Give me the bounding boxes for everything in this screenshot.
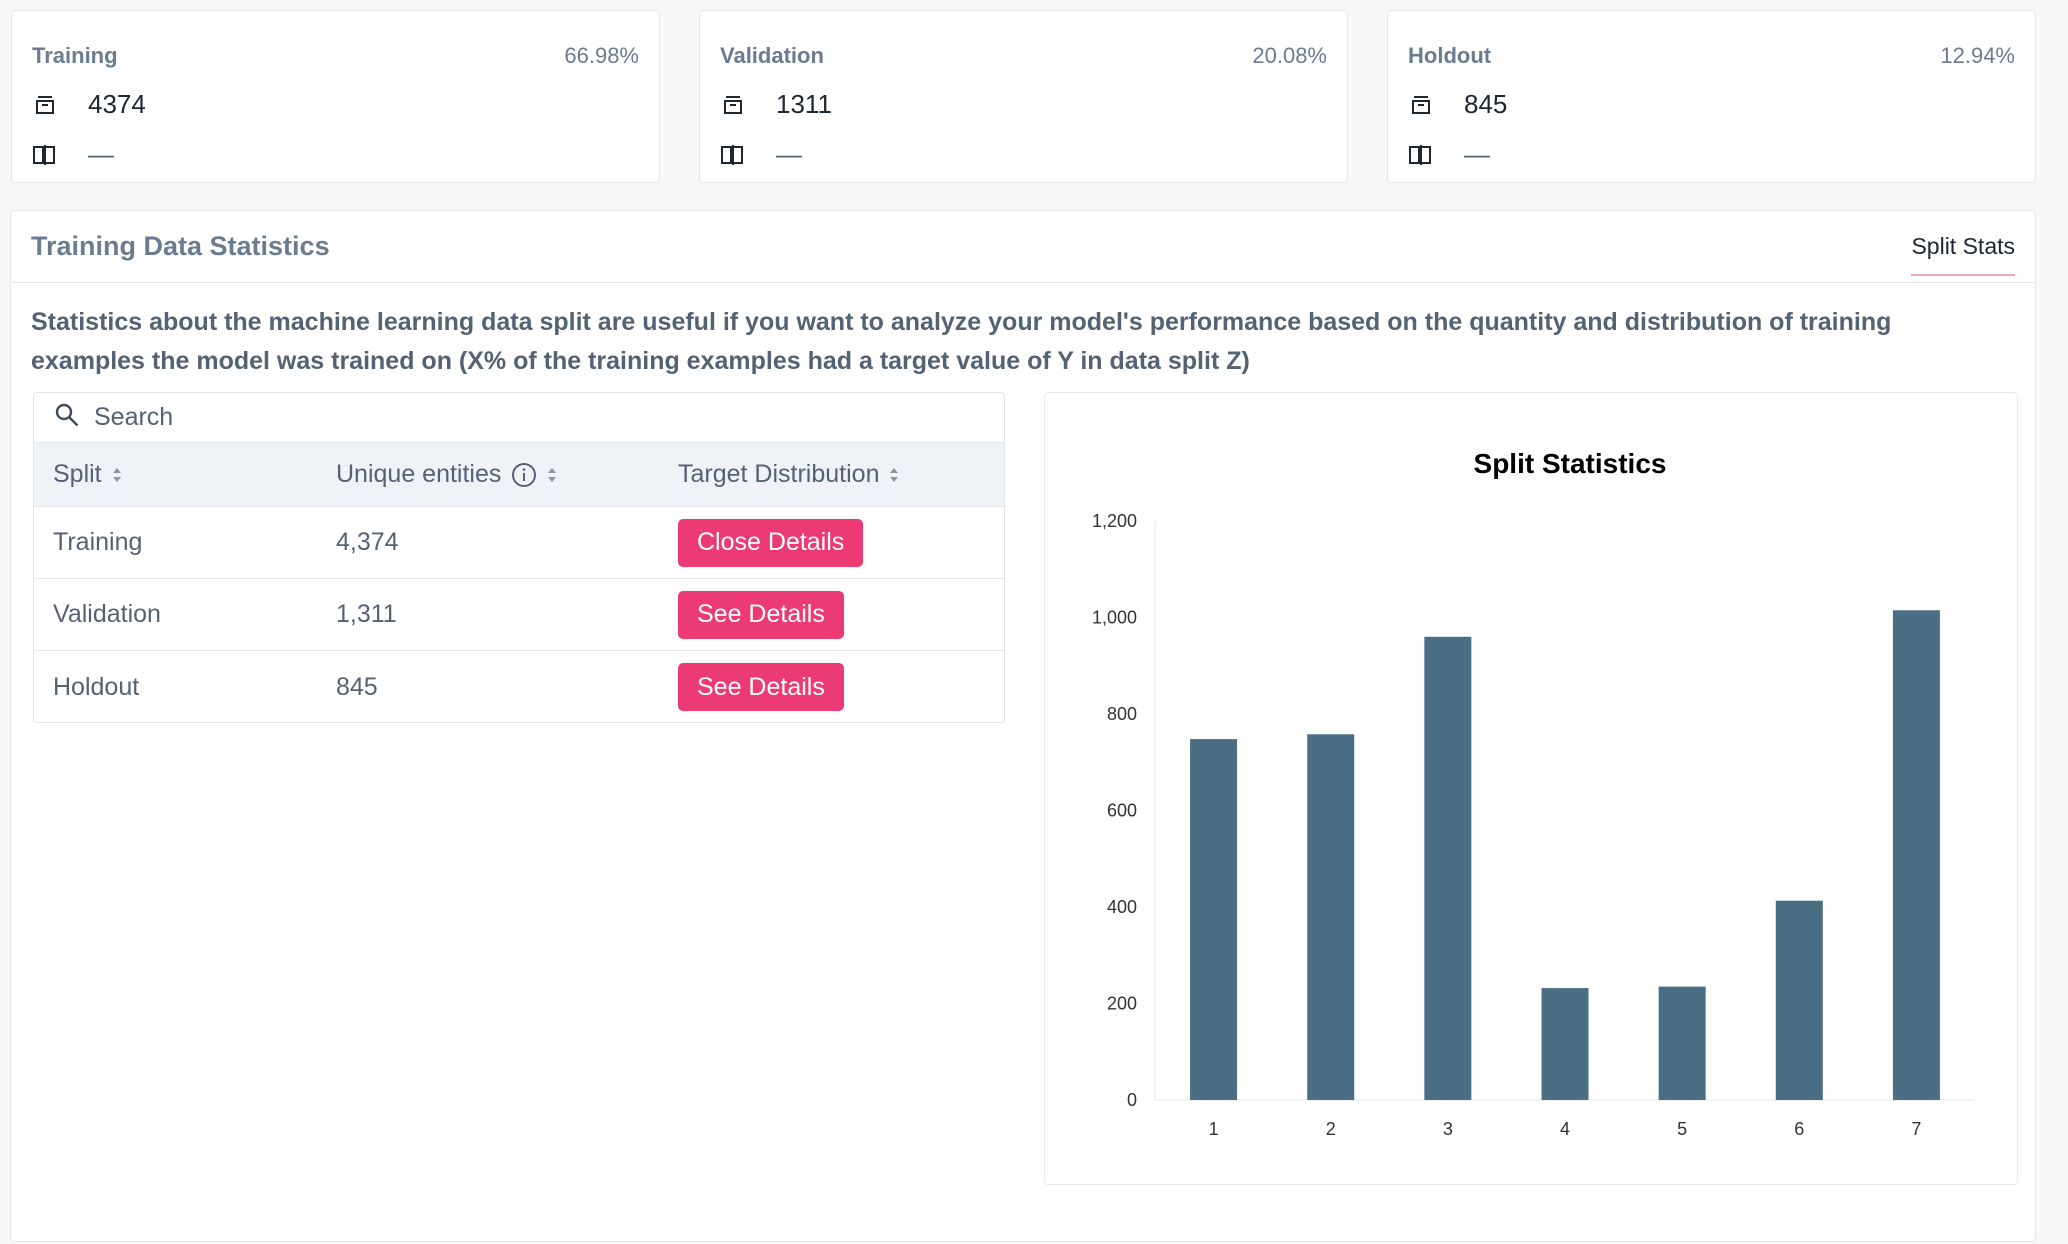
panel-description: Statistics about the machine learning da… bbox=[31, 308, 1892, 375]
split-card-count: 845 bbox=[1464, 89, 1508, 119]
sort-icon[interactable] bbox=[547, 466, 557, 484]
split-statistics-chart: Split Statistics 0 200 400 600 800 1,000 1,200 1… bbox=[1092, 448, 1975, 1139]
y-tick-label: 1,200 bbox=[1092, 511, 1137, 531]
sort-icon[interactable] bbox=[112, 466, 122, 484]
bar bbox=[1658, 986, 1706, 1100]
split-statistics-chart-panel: Split Statistics 0 200 400 600 800 1,000 1,200 1… bbox=[1044, 392, 2018, 1185]
search-bar bbox=[34, 393, 1004, 443]
training-data-statistics-panel: Training Data Statistics Split Stats Sta… bbox=[10, 210, 2036, 1242]
close-details-button[interactable]: Close Details bbox=[678, 518, 864, 567]
panel-title: Training Data Statistics bbox=[31, 231, 330, 261]
x-tick-label: 6 bbox=[1794, 1119, 1804, 1139]
bar bbox=[1775, 900, 1823, 1100]
split-card-percent: 20.08% bbox=[1252, 43, 1327, 68]
stack-icon bbox=[32, 92, 58, 118]
panel-header: Training Data Statistics Split Stats bbox=[11, 211, 2035, 283]
cell-unique-entities: 1,311 bbox=[336, 600, 397, 628]
column-header-unique-entities[interactable]: Unique entities bbox=[336, 460, 557, 489]
y-tick-label: 800 bbox=[1107, 704, 1137, 724]
see-details-button[interactable]: See Details bbox=[678, 590, 844, 639]
column-header-target-distribution[interactable]: Target Distribution bbox=[678, 460, 899, 489]
book-icon bbox=[720, 142, 746, 168]
x-tick-label: 3 bbox=[1443, 1119, 1453, 1139]
split-card-percent: 12.94% bbox=[1940, 43, 2015, 68]
bar bbox=[1892, 610, 1940, 1100]
split-card-holdout: Holdout 12.94% 845 — bbox=[1387, 10, 2036, 183]
book-icon bbox=[1408, 142, 1434, 168]
cell-unique-entities: 4,374 bbox=[336, 528, 399, 556]
y-tick-label: 1,000 bbox=[1092, 608, 1137, 628]
bar bbox=[1307, 734, 1355, 1100]
book-icon bbox=[32, 142, 58, 168]
x-tick-label: 4 bbox=[1560, 1119, 1570, 1139]
split-card-count: 4374 bbox=[88, 89, 146, 119]
split-card-count: 1311 bbox=[776, 89, 832, 119]
cell-split: Validation bbox=[53, 600, 161, 628]
info-icon[interactable] bbox=[511, 462, 537, 488]
split-card-percent: 66.98% bbox=[564, 43, 639, 68]
table-row: Training 4,374 Close Details bbox=[34, 507, 1004, 579]
y-tick-label: 200 bbox=[1107, 994, 1137, 1014]
cell-split: Training bbox=[53, 528, 143, 556]
search-input[interactable] bbox=[94, 403, 894, 432]
table-row: Validation 1,311 See Details bbox=[34, 579, 1004, 651]
split-card-name: Training bbox=[32, 43, 118, 68]
bar bbox=[1190, 739, 1238, 1100]
y-tick-label: 400 bbox=[1107, 897, 1137, 917]
column-header-label: Unique entities bbox=[336, 460, 502, 488]
split-card-name: Holdout bbox=[1408, 43, 1492, 68]
stack-icon bbox=[720, 92, 746, 118]
split-card-validation: Validation 20.08% 1311 — bbox=[699, 10, 1348, 183]
tab-split-stats[interactable]: Split Stats bbox=[1911, 233, 2015, 276]
x-tick-label: 2 bbox=[1326, 1119, 1336, 1139]
table-row: Holdout 845 See Details bbox=[34, 651, 1004, 722]
search-icon bbox=[54, 402, 80, 433]
split-card-secondary: — bbox=[88, 139, 114, 169]
x-tick-label: 7 bbox=[1911, 1119, 1921, 1139]
split-card-training: Training 66.98% 4374 — bbox=[11, 10, 660, 183]
split-table: Split Unique entities Target Distributio… bbox=[33, 392, 1005, 723]
column-header-split[interactable]: Split bbox=[53, 460, 122, 489]
split-card-name: Validation bbox=[720, 43, 824, 68]
split-card-secondary: — bbox=[1464, 139, 1490, 169]
chart-title: Split Statistics bbox=[1474, 448, 1667, 479]
y-tick-label: 0 bbox=[1127, 1090, 1137, 1110]
sort-icon[interactable] bbox=[889, 466, 899, 484]
bar bbox=[1541, 988, 1589, 1100]
x-tick-label: 5 bbox=[1677, 1119, 1687, 1139]
x-tick-label: 1 bbox=[1209, 1119, 1219, 1139]
y-tick-label: 600 bbox=[1107, 801, 1137, 821]
stack-icon bbox=[1408, 92, 1434, 118]
table-header: Split Unique entities Target Distributio… bbox=[34, 443, 1004, 507]
cell-split: Holdout bbox=[53, 672, 140, 701]
bar bbox=[1424, 636, 1472, 1100]
column-header-label: Target Distribution bbox=[678, 460, 880, 488]
split-card-secondary: — bbox=[776, 139, 802, 169]
column-header-label: Split bbox=[53, 460, 102, 488]
see-details-button[interactable]: See Details bbox=[678, 663, 844, 711]
cell-unique-entities: 845 bbox=[336, 672, 378, 701]
